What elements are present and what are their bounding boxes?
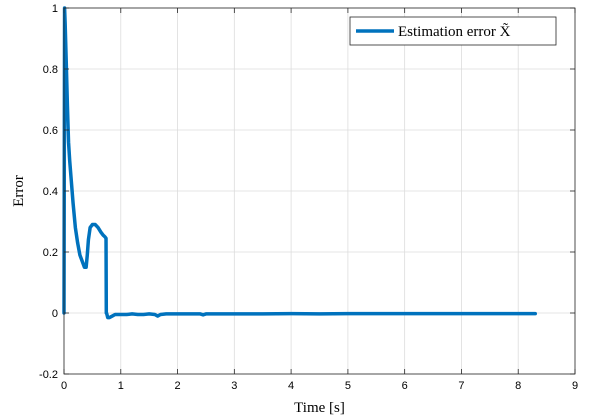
legend-label: Estimation error X̃ bbox=[398, 23, 511, 40]
x-tick-label: 2 bbox=[174, 380, 180, 392]
series-layer bbox=[62, 6, 538, 320]
x-tick-label: 3 bbox=[231, 380, 237, 392]
x-tick-label: 7 bbox=[458, 380, 464, 392]
y-tick-label: 1 bbox=[52, 3, 58, 15]
x-tick-label: 5 bbox=[345, 380, 351, 392]
y-axis-title: Error bbox=[11, 175, 27, 207]
series-line bbox=[62, 6, 538, 320]
x-tick-label: 0 bbox=[61, 380, 67, 392]
x-tick-label: 1 bbox=[118, 380, 124, 392]
y-tick-label: 0.6 bbox=[43, 125, 58, 137]
y-tick-label: -0.2 bbox=[39, 369, 58, 381]
x-tick-label: 8 bbox=[515, 380, 521, 392]
ticks: 0 1 2 3 4 5 6 7 8 9-0.200.20.40.60.81 bbox=[39, 3, 578, 392]
y-tick-label: 0.8 bbox=[43, 64, 58, 76]
x-tick-label: 9 bbox=[572, 380, 578, 392]
x-tick-label: 4 bbox=[288, 380, 294, 392]
legend: Estimation error X̃ bbox=[349, 16, 557, 46]
x-axis-title: Time [s] bbox=[294, 400, 345, 416]
y-tick-label: 0.4 bbox=[43, 186, 58, 198]
y-tick-label: 0.2 bbox=[43, 247, 58, 259]
x-tick-label: 6 bbox=[402, 380, 408, 392]
y-tick-label: 0 bbox=[52, 308, 58, 320]
